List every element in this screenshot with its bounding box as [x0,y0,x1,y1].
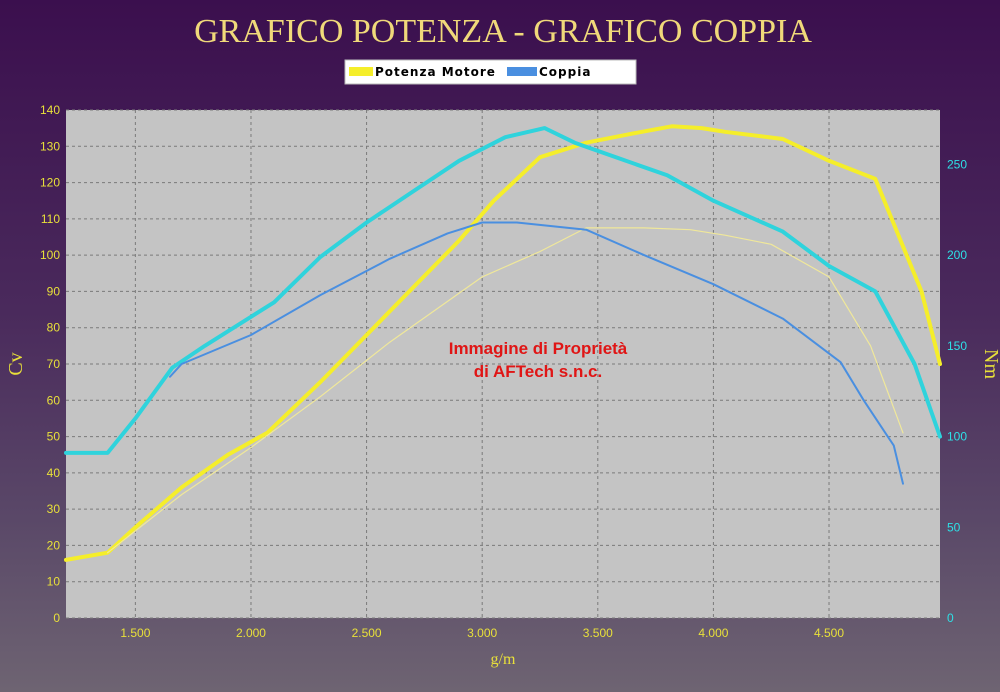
legend-label-power: Potenza Motore [375,65,496,79]
legend-label-torque: Coppia [539,65,591,79]
y-left-tick-label: 120 [40,176,60,190]
torque-line-secondary [169,221,904,485]
x-axis-label: g/m [491,651,516,668]
y-left-tick-label: 30 [47,502,61,516]
y-right-tick-label: 250 [947,157,967,171]
y-left-tick-label: 40 [47,466,61,480]
y-left-tick-label: 50 [47,430,61,444]
y-axis-left-label: Cv [5,352,27,375]
y-right-tick-label: 200 [947,248,967,262]
y-right-tick-label: 150 [947,339,967,353]
y-left-tick-label: 0 [53,611,60,625]
x-tick-label: 2.500 [352,626,382,640]
y-left-tick-label: 100 [40,248,60,262]
x-tick-label: 1.500 [120,626,150,640]
x-tick-label: 4.000 [698,626,728,640]
y-left-tick-label: 10 [47,575,61,589]
legend-swatch-torque [507,67,537,76]
watermark-line-2: di AFTech s.n.c. [474,362,602,381]
y-axis-right-label: Nm [980,349,1000,379]
x-tick-label: 3.000 [467,626,497,640]
x-tick-label: 2.000 [236,626,266,640]
y-right-tick-label: 50 [947,520,961,534]
series-lines [64,124,942,562]
y-left-tick-label: 70 [47,357,61,371]
y-left-tick-label: 90 [47,284,61,298]
y-right-tick-label: 100 [947,430,967,444]
legend-swatch-power [349,67,373,76]
y-left-tick-label: 60 [47,393,61,407]
y-left-tick-label: 130 [40,139,60,153]
y-left-tick-label: 20 [47,538,61,552]
y-right-tick-label: 0 [947,611,954,625]
watermark-line-1: Immagine di Proprietà [449,339,628,358]
power-line [64,124,942,562]
y-left-tick-label: 80 [47,321,61,335]
x-tick-label: 4.500 [814,626,844,640]
legend: Potenza Motore Coppia [344,59,637,85]
chart-title: GRAFICO POTENZA - GRAFICO COPPIA [194,13,812,50]
torque-line [64,126,942,455]
x-tick-label: 3.500 [583,626,613,640]
y-left-tick-label: 110 [41,212,60,226]
y-left-tick-label: 140 [40,103,60,117]
axis-ticks: 0 10 20 30 40 50 60 70 80 90 100 110 120 130 140 1.500 2… [40,103,967,640]
legend-box [344,59,637,85]
power-line-secondary [106,227,904,554]
